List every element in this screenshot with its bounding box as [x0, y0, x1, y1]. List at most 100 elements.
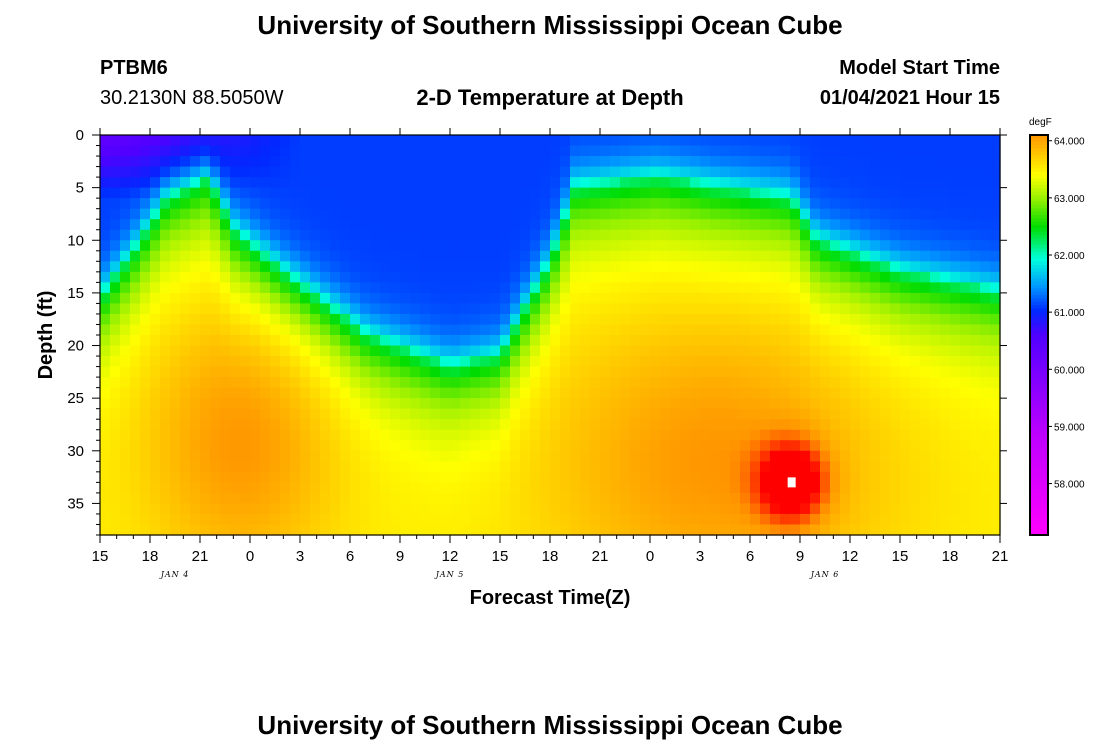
colorbar-swatch — [1030, 261, 1048, 266]
heatmap-cell — [240, 135, 251, 147]
heatmap-cell — [250, 261, 261, 273]
heatmap-cell — [380, 387, 391, 399]
heatmap-cell — [570, 166, 581, 178]
heatmap-cell — [130, 450, 141, 462]
heatmap-cell — [650, 219, 661, 231]
heatmap-cell — [620, 440, 631, 452]
heatmap-cell — [240, 229, 251, 241]
heatmap-cell — [200, 366, 211, 378]
heatmap-cell — [750, 324, 761, 336]
heatmap-cell — [630, 387, 641, 399]
colorbar-swatch — [1030, 521, 1048, 526]
heatmap-cell — [230, 261, 241, 273]
colorbar-swatch — [1030, 175, 1048, 179]
heatmap-cell — [710, 492, 721, 505]
heatmap-cell — [850, 471, 861, 483]
heatmap-cell — [780, 229, 791, 241]
heatmap-cell — [190, 461, 201, 473]
heatmap-cell — [970, 450, 981, 462]
heatmap-cell — [690, 229, 701, 241]
heatmap-cell — [480, 219, 491, 231]
heatmap-cell — [100, 240, 111, 252]
heatmap-cell — [930, 503, 941, 515]
heatmap-cell — [560, 219, 571, 231]
heatmap-cell — [490, 198, 501, 210]
heatmap-cell — [110, 513, 121, 526]
heatmap-cell — [710, 324, 721, 336]
heatmap-cell — [840, 198, 851, 210]
heatmap-cell — [190, 387, 201, 399]
heatmap-cell — [530, 313, 541, 326]
heatmap-cell — [470, 271, 481, 283]
heatmap-cell — [650, 398, 661, 410]
heatmap-cell — [470, 335, 481, 347]
heatmap-cell — [870, 219, 881, 231]
heatmap-cell — [290, 503, 301, 515]
heatmap-cell — [660, 429, 671, 441]
heatmap-cell — [310, 250, 321, 262]
heatmap-cell — [890, 524, 901, 536]
heatmap-cell — [310, 471, 321, 483]
heatmap-cell — [580, 513, 591, 526]
heatmap-cell — [370, 429, 381, 441]
heatmap-cell — [900, 461, 911, 473]
heatmap-cell — [810, 356, 821, 368]
colorbar-swatch — [1030, 311, 1048, 316]
heatmap-cell — [570, 398, 581, 410]
heatmap-cell — [910, 335, 921, 347]
heatmap-cell — [860, 366, 871, 378]
heatmap-cell — [420, 335, 431, 347]
heatmap-cell — [760, 513, 771, 526]
heatmap-cell — [240, 292, 251, 305]
heatmap-cell — [800, 461, 811, 473]
heatmap-cell — [150, 356, 161, 368]
heatmap-cell — [210, 524, 221, 536]
heatmap-cell — [350, 440, 361, 452]
heatmap-cell — [180, 229, 191, 241]
heatmap-cell — [840, 177, 851, 189]
heatmap-cell — [720, 261, 731, 273]
heatmap-cell — [450, 303, 461, 315]
heatmap-cell — [660, 240, 671, 252]
heatmap-cell — [730, 482, 741, 494]
heatmap-cell — [700, 229, 711, 241]
heatmap-cell — [510, 366, 521, 378]
heatmap-cell — [920, 208, 931, 220]
heatmap-cell — [420, 219, 431, 231]
heatmap-cell — [800, 471, 811, 483]
heatmap-cell — [940, 166, 951, 178]
heatmap-cell — [980, 135, 991, 147]
heatmap-cell — [280, 156, 291, 168]
heatmap-cell — [450, 356, 461, 368]
heatmap-cell — [370, 471, 381, 483]
heatmap-cell — [320, 419, 331, 431]
heatmap-cell — [290, 282, 301, 294]
heatmap-cell — [120, 461, 131, 473]
heatmap-cell — [740, 513, 751, 526]
heatmap-cell — [230, 503, 241, 515]
heatmap-cell — [570, 219, 581, 231]
heatmap-cell — [900, 524, 911, 536]
heatmap-cell — [790, 440, 801, 452]
heatmap-cell — [110, 482, 121, 494]
heatmap-cell — [540, 240, 551, 252]
colorbar-swatch — [1030, 451, 1048, 456]
heatmap-cell — [480, 229, 491, 241]
heatmap-cell — [550, 440, 561, 452]
heatmap-cell — [580, 166, 591, 178]
heatmap-cell — [750, 461, 761, 473]
heatmap-cell — [750, 156, 761, 168]
heatmap-cell — [710, 313, 721, 326]
heatmap-cell — [950, 324, 961, 336]
heatmap-cell — [830, 450, 841, 462]
heatmap-cell — [490, 408, 501, 420]
heatmap-cell — [280, 461, 291, 473]
heatmap-cell — [420, 135, 431, 147]
heatmap-cell — [720, 440, 731, 452]
heatmap-cell — [690, 282, 701, 294]
heatmap-cell — [860, 229, 871, 241]
heatmap-cell — [150, 303, 161, 315]
heatmap-cell — [850, 187, 861, 199]
heatmap-cell — [800, 492, 811, 505]
heatmap-cell — [650, 461, 661, 473]
